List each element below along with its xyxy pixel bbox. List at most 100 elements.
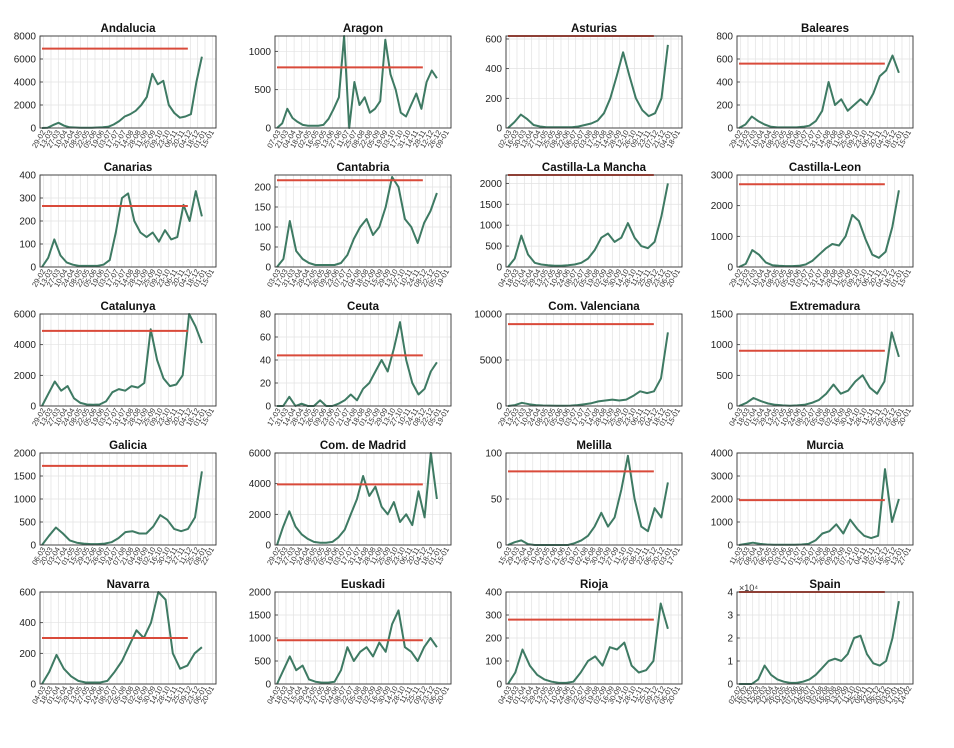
subplot-title: Extremadura [790, 301, 861, 313]
subplot-melilla: 05010015-0329-0312-0426-0410-0524-0507-0… [485, 440, 683, 567]
subplot-title: Catalunya [101, 301, 157, 313]
y-tick-label: 3 [727, 611, 733, 622]
axes-frame [736, 313, 914, 407]
y-tick-label: 100 [485, 657, 502, 668]
y-tick-label: 0 [30, 680, 36, 691]
y-tick-label: 400 [485, 64, 502, 75]
axes-frame [274, 174, 452, 268]
subplot-title: Canarias [104, 162, 153, 174]
series-line [276, 35, 438, 129]
axes-frame [274, 591, 452, 685]
subplot-title: Spain [809, 579, 840, 591]
series-line [738, 331, 900, 407]
y-tick-label: 2000 [14, 371, 37, 382]
subplot-com-de-madrid: 020004000600029-0213-0327-0310-0424-0408… [249, 440, 452, 567]
y-tick-label: 400 [485, 588, 502, 599]
y-tick-label: 0 [496, 124, 502, 135]
axes-frame [39, 452, 217, 546]
y-tick-label: 800 [716, 32, 733, 43]
subplot-aragon: 0500100007-0321-0304-0418-0402-0516-0530… [249, 23, 452, 150]
axes-frame [736, 591, 914, 685]
y-tick-label: 80 [260, 310, 272, 321]
subplot-galicia: 050010001500200006-0320-0303-0417-0401-0… [14, 440, 217, 567]
y-tick-label: 200 [19, 217, 36, 228]
subplot-spain: 0123402-0216-0201-0315-0329-0312-0426-04… [726, 579, 913, 706]
series-line [507, 332, 669, 407]
y-tick-label: 300 [19, 194, 36, 205]
y-tick-label: 200 [716, 101, 733, 112]
y-tick-label: 400 [19, 618, 36, 629]
y-tick-label: 60 [260, 333, 272, 344]
series-line [276, 452, 438, 546]
y-tick-label: 0 [727, 124, 733, 135]
y-tick-label: 500 [254, 657, 271, 668]
subplot-rioja: 010020030040004-0318-0301-0415-0429-0413… [485, 579, 683, 706]
y-tick-label: 0 [727, 541, 733, 552]
y-tick-label: 50 [260, 243, 272, 254]
y-tick-label: 50 [491, 495, 503, 506]
plot-area [275, 453, 451, 545]
axes-frame [39, 174, 217, 268]
y-tick-label: 6000 [14, 310, 37, 321]
subplot-baleares: 020040060080029-0213-0327-0310-0424-0408… [716, 23, 914, 150]
y-tick-label: 40 [260, 356, 272, 367]
y-tick-label: 500 [485, 242, 502, 253]
y-tick-label: 4000 [711, 449, 734, 460]
y-tick-label: 2000 [480, 179, 503, 190]
y-tick-label: 0 [265, 402, 271, 413]
y-exponent-label: ×10⁴ [739, 583, 758, 593]
subplot-title: Euskadi [341, 579, 385, 591]
series-line [738, 468, 900, 546]
series-line [41, 313, 203, 407]
y-tick-label: 1 [727, 657, 733, 668]
axes-frame [505, 35, 683, 129]
subplot-ceuta: 02040608017-0331-0314-0428-0412-0526-050… [260, 301, 452, 428]
axes-frame [39, 35, 217, 129]
y-tick-label: 1000 [480, 221, 503, 232]
axes-frame [505, 591, 683, 685]
y-tick-label: 600 [19, 588, 36, 599]
y-tick-label: 0 [265, 124, 271, 135]
y-tick-label: 0 [496, 263, 502, 274]
plot-area [737, 314, 913, 406]
y-tick-label: 1000 [711, 340, 734, 351]
series-line [507, 44, 669, 129]
y-tick-label: 4000 [14, 340, 37, 351]
y-tick-label: 300 [485, 611, 502, 622]
y-tick-label: 100 [19, 240, 36, 251]
series-line [507, 183, 669, 268]
y-tick-label: 600 [716, 55, 733, 66]
y-tick-label: 6000 [14, 55, 37, 66]
plot-area [40, 314, 216, 406]
axes-frame [274, 452, 452, 546]
y-tick-label: 3000 [711, 472, 734, 483]
axes-frame [505, 452, 683, 546]
subplot-navarra: 020040060004-0318-0301-0415-0429-0413-05… [19, 579, 217, 706]
plot-area [737, 175, 913, 267]
subplot-andalucia: 0200040006000800029-0213-0327-0310-0424-… [14, 23, 217, 150]
subplot-cantabria: 05010015020003-0317-0331-0314-0428-0412-… [254, 162, 452, 289]
subplot-castilla-la-mancha: 050010001500200004-0318-0301-0415-0429-0… [480, 162, 683, 289]
y-tick-label: 0 [30, 402, 36, 413]
series-line [738, 54, 900, 129]
axes-frame [505, 174, 683, 268]
subplot-asturias: 020040060002-0316-0330-0313-0427-0411-05… [485, 23, 683, 150]
axes-frame [274, 35, 452, 129]
subplot-title: Navarra [107, 579, 150, 591]
subplot-title: Aragon [343, 23, 383, 35]
subplot-title: Baleares [801, 23, 849, 35]
y-tick-label: 5000 [480, 356, 503, 367]
subplot-title: Com. Valenciana [548, 301, 640, 313]
y-tick-label: 0 [727, 402, 733, 413]
series-line [277, 321, 438, 407]
y-tick-label: 10000 [474, 310, 502, 321]
series-line [276, 176, 438, 268]
y-tick-label: 600 [485, 34, 502, 45]
y-tick-label: 0 [265, 263, 271, 274]
y-tick-label: 0 [496, 402, 502, 413]
subplot-title: Castilla-Leon [789, 162, 861, 174]
subplot-title: Asturias [571, 23, 617, 35]
y-tick-label: 500 [254, 85, 271, 96]
y-tick-label: 200 [254, 183, 271, 194]
